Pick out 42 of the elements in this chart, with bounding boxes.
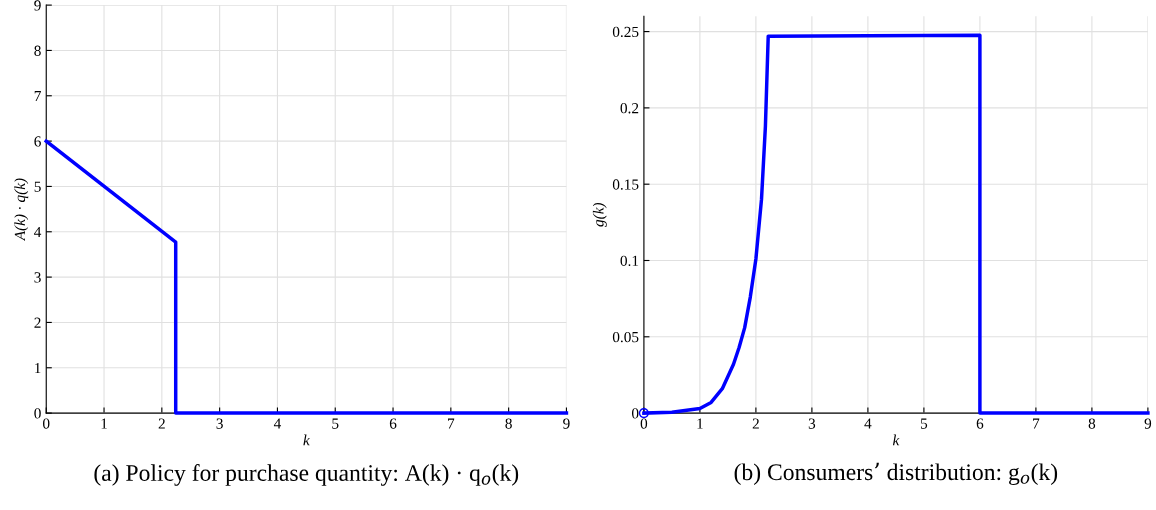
x-tick-label: 7 — [1033, 418, 1040, 429]
x-tick-label: 9 — [563, 418, 570, 429]
x-tick-label: 5 — [332, 418, 339, 429]
x-tick-label: 5 — [920, 418, 928, 429]
y-tick-label: 6 — [34, 136, 41, 147]
y-tick-label: 0.2 — [620, 103, 639, 114]
y-tick-label: 1 — [35, 362, 41, 374]
x-tick-label: 9 — [1144, 418, 1152, 429]
y-tick-label: 0.05 — [612, 331, 639, 343]
y-tick-label: 5 — [34, 181, 41, 192]
x-tick-label: 2 — [752, 418, 759, 429]
y-tick-label: 0.15 — [612, 179, 639, 190]
y-tick-label: 0 — [34, 408, 41, 419]
x-tick-label: 1 — [101, 418, 107, 429]
y-tick-label: 8 — [34, 45, 41, 56]
x-tick-label: 8 — [1088, 418, 1096, 429]
x-tick-label: 4 — [864, 418, 872, 429]
y-tick-label: 2 — [34, 317, 41, 328]
y-tick-label: 0 — [631, 408, 639, 419]
y-axis-title: A(k) · q(k) — [14, 178, 29, 242]
x-tick-label: 4 — [273, 418, 282, 429]
text: (a) Policy for purchase quantity: A(k) · q$_{o}$(k) — [94, 464, 519, 486]
y-tick-label: 7 — [34, 91, 41, 102]
x-axis-title: k — [303, 434, 310, 446]
y-tick-label: 0.25 — [612, 26, 639, 38]
y-tick-label: 9 — [34, 0, 41, 11]
text: (b) Consumers’ distribution: g$_{o}$(k) — [734, 462, 1058, 486]
y-tick-label: 0.1 — [620, 255, 639, 267]
x-tick-label: 6 — [389, 418, 397, 429]
x-tick-label: 8 — [505, 418, 512, 429]
x-tick-label: 6 — [976, 418, 984, 429]
x-axis-title: k — [892, 434, 900, 446]
x-tick-label: 2 — [158, 418, 165, 429]
y-tick-label: 4 — [34, 227, 42, 238]
x-tick-label: 3 — [808, 418, 816, 429]
x-tick-label: 0 — [43, 418, 50, 429]
x-tick-label: 0 — [640, 418, 648, 429]
x-tick-label: 1 — [697, 418, 703, 429]
x-tick-label: 7 — [448, 418, 455, 429]
y-axis-title: g(k) — [592, 202, 607, 227]
y-tick-label: 3 — [34, 272, 41, 283]
x-tick-label: 3 — [216, 418, 223, 429]
